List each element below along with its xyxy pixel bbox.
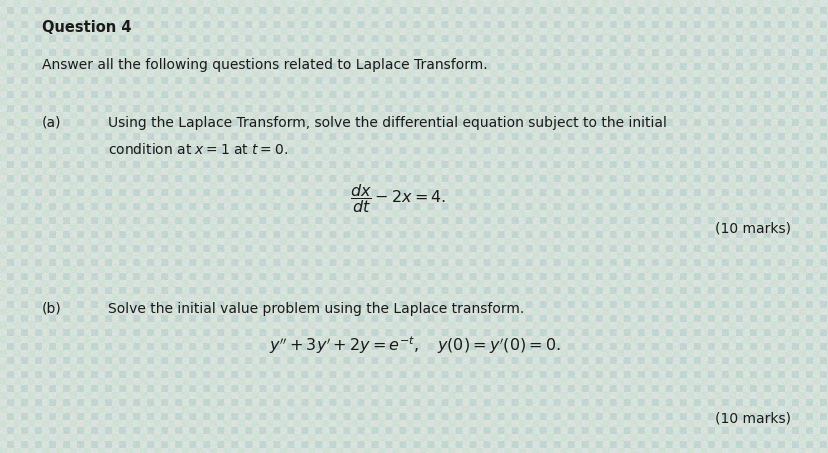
Text: $y'' + 3y' + 2y = e^{-t},\quad y(0) = y'(0) = 0.$: $y'' + 3y' + 2y = e^{-t},\quad y(0) = y'… [268,334,560,356]
Text: (10 marks): (10 marks) [714,412,790,426]
Text: Using the Laplace Transform, solve the differential equation subject to the init: Using the Laplace Transform, solve the d… [108,116,667,130]
Text: Question 4: Question 4 [42,20,132,35]
Text: (10 marks): (10 marks) [714,222,790,236]
Text: (b): (b) [42,302,62,316]
Text: Answer all the following questions related to Laplace Transform.: Answer all the following questions relat… [42,58,487,72]
Text: $\dfrac{dx}{dt} - 2x = 4.$: $\dfrac{dx}{dt} - 2x = 4.$ [349,182,445,215]
Text: Solve the initial value problem using the Laplace transform.: Solve the initial value problem using th… [108,302,524,316]
Text: (a): (a) [42,116,61,130]
Text: condition at $x = 1$ at $t = 0$.: condition at $x = 1$ at $t = 0$. [108,142,287,157]
